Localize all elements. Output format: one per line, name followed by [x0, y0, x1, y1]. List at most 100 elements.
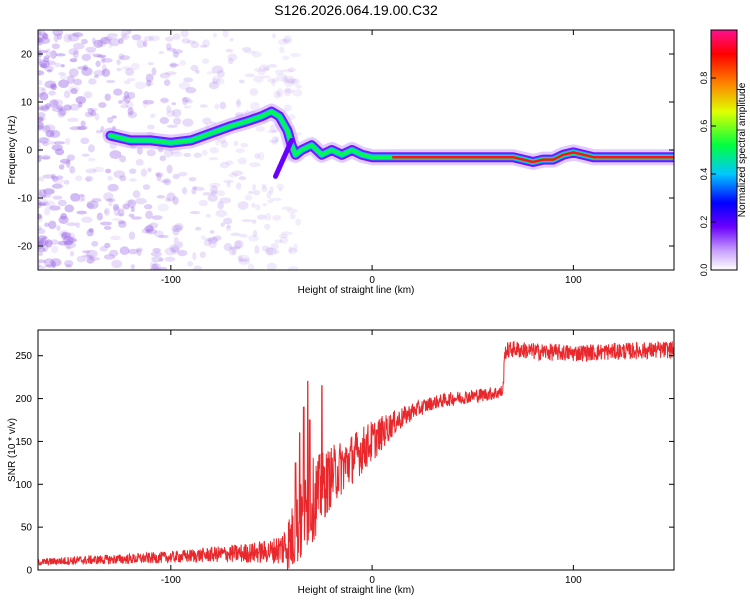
spectrogram-noise-blob — [157, 234, 169, 239]
spectrogram-noise-blob — [67, 232, 75, 239]
spectrogram-noise-blob — [279, 236, 289, 244]
spectrogram-noise-blob — [87, 107, 94, 116]
spectrogram-noise-blob — [82, 254, 94, 258]
spectrogram-noise-blob — [267, 77, 279, 83]
spectrogram-noise-blob — [68, 68, 79, 77]
spectrogram-noise-blob — [85, 46, 97, 53]
spectrogram-noise-blob — [111, 259, 123, 269]
spectrogram-noise-blob — [75, 222, 81, 229]
spectrogram-noise-blob — [130, 216, 142, 220]
spectrogram-noise-blob — [120, 104, 129, 109]
spectrogram-xtick-label: 0 — [369, 275, 375, 286]
spectrogram-noise-blob — [46, 69, 53, 73]
spectrogram-noise-blob — [276, 183, 285, 189]
spectrogram-noise-blob — [40, 104, 50, 112]
spectrogram-noise-blob — [60, 158, 71, 164]
spectrogram-noise-blob — [106, 33, 118, 38]
spectrogram-noise-blob — [91, 198, 102, 203]
spectrogram-noise-blob — [181, 96, 191, 103]
spectrogram-noise-blob — [78, 197, 85, 203]
spectrogram-noise-blob — [38, 70, 45, 76]
spectrogram-noise-blob — [148, 35, 160, 42]
spectrogram-noise-blob — [262, 203, 267, 207]
spectrogram-noise-blob — [41, 236, 47, 241]
spectrogram-noise-blob — [113, 88, 123, 96]
spectrogram-noise-blob — [38, 265, 47, 270]
spectrogram-noise-blob — [185, 99, 193, 104]
spectrogram-noise-blob — [69, 103, 80, 111]
spectrogram-noise-blob — [151, 263, 162, 270]
spectrogram-noise-blob — [82, 64, 88, 72]
spectrogram-noise-blob — [66, 222, 78, 227]
spectrogram-noise-blob — [281, 206, 293, 210]
spectrogram-noise-blob — [60, 213, 68, 220]
spectrogram-noise-blob — [53, 178, 64, 185]
spectrogram-noise-blob — [261, 183, 267, 189]
spectrogram-noise-blob — [56, 105, 64, 111]
spectrogram-noise-blob — [219, 101, 226, 110]
spectrogram-noise-blob — [108, 198, 113, 207]
spectrogram-noise-blob — [51, 106, 64, 112]
spectrogram-noise-blob — [251, 202, 256, 208]
snr-ytick-label: 200 — [15, 394, 32, 405]
spectrogram-ytick-label: 20 — [21, 50, 33, 61]
spectrogram-noise-blob — [143, 35, 154, 42]
spectrogram-noise-blob — [85, 177, 92, 183]
spectrogram-noise-blob — [38, 142, 41, 148]
spectrogram-noise-blob — [145, 210, 153, 220]
spectrogram-noise-blob — [285, 75, 295, 84]
spectrogram-noise-blob — [209, 182, 221, 188]
spectrogram-noise-blob — [266, 190, 272, 199]
spectrogram-noise-blob — [288, 246, 294, 253]
spectrogram-noise-blob — [81, 53, 92, 61]
spectrogram-noise-blob — [108, 41, 113, 49]
spectrogram-noise-blob — [158, 51, 165, 55]
spectrogram-noise-blob — [261, 75, 271, 79]
spectrogram-noise-blob — [51, 144, 63, 152]
spectrogram-noise-blob — [118, 100, 123, 104]
colorbar-frame — [710, 29, 738, 271]
spectrogram-noise-blob — [199, 104, 208, 108]
spectrogram-noise-blob — [281, 68, 294, 73]
spectrogram-noise-blob — [276, 73, 288, 82]
spectrogram-noise-blob — [258, 64, 270, 72]
snr-xtick-label: 100 — [565, 575, 582, 586]
spectrogram-noise-blob — [183, 105, 192, 109]
spectrogram-noise-blob — [80, 120, 86, 127]
spectrogram-noise-blob — [160, 97, 169, 104]
spectrogram-noise-blob — [156, 195, 166, 199]
spectrogram-noise-blob — [166, 110, 176, 118]
spectrogram-noise-blob — [209, 147, 219, 154]
spectrogram-ridge-core — [392, 151, 674, 164]
spectrogram-noise-blob — [169, 244, 180, 253]
spectrogram-noise-blob — [177, 249, 188, 257]
spectrogram-noise-blob — [118, 37, 124, 45]
spectrogram-noise-blob — [182, 97, 188, 106]
spectrogram-noise-blob — [38, 198, 48, 207]
spectrogram-noise-blob — [44, 207, 51, 216]
spectrogram-noise-blob — [234, 239, 244, 249]
colorbar-axes: 0.0 0.2 0.4 0.6 0.8 — [699, 29, 738, 276]
spectrogram-noise-blob — [70, 88, 78, 95]
spectrogram-noise-blob — [63, 33, 73, 43]
spectrogram-noise-blob — [191, 187, 197, 195]
spectrogram-noise-blob — [142, 40, 148, 48]
spectrogram-noise-blob — [252, 189, 261, 196]
spectrogram-noise-blob — [140, 168, 148, 177]
spectrogram-noise-blob — [54, 148, 65, 156]
snr-ytick-label: 50 — [21, 523, 33, 534]
spectrogram-noise-blob — [164, 247, 176, 256]
spectrogram-noise-blob — [83, 91, 93, 99]
spectrogram-noise-blob — [244, 73, 256, 78]
spectrogram-noise-blob — [229, 37, 234, 42]
spectrogram-noise-blob — [66, 75, 75, 84]
spectrogram-noise-blob — [38, 61, 45, 66]
spectrogram-noise-blob — [86, 229, 94, 237]
spectrogram-noise-blob — [105, 79, 116, 84]
spectrogram-noise-blob — [266, 199, 274, 204]
spectrogram-noise-blob — [128, 168, 137, 174]
spectrogram-noise-blob — [249, 101, 260, 111]
spectrogram-noise-blob — [214, 103, 220, 110]
spectrogram-noise-blob — [69, 165, 76, 174]
